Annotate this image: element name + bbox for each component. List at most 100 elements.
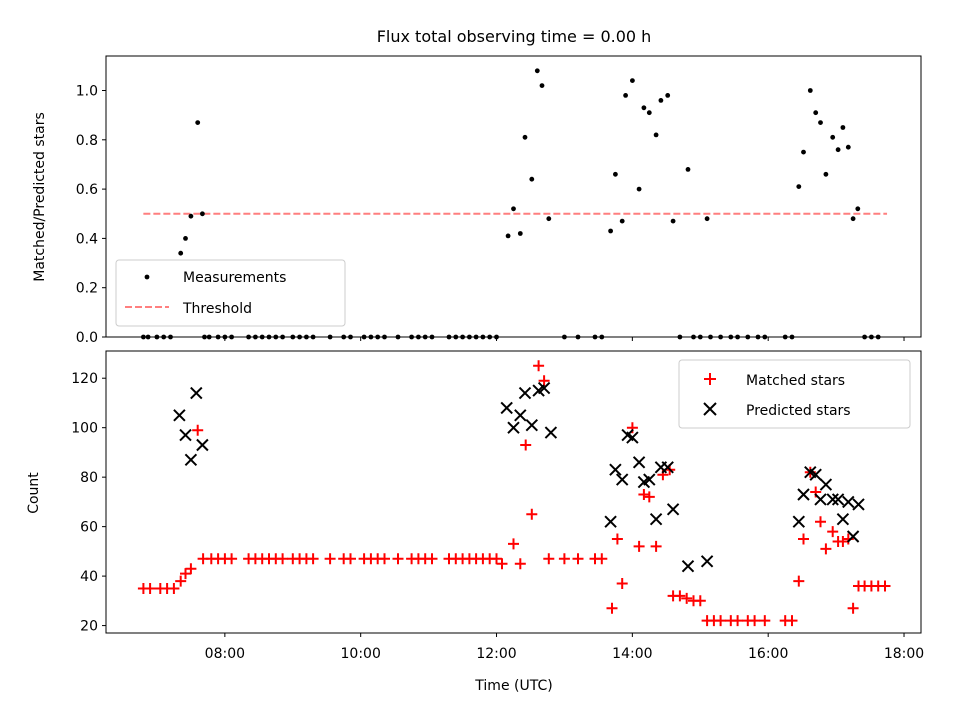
bottom-legend-box <box>678 359 911 429</box>
matched-star-marker <box>786 615 798 627</box>
matched-star-marker <box>392 553 404 565</box>
matched-star-marker <box>572 553 584 565</box>
matched-star-marker <box>175 575 187 587</box>
bottom-x-tick-label: 16:00 <box>748 646 788 662</box>
bottom-legend: Matched stars Predicted stars <box>678 359 911 429</box>
measurement-point <box>539 83 545 88</box>
top-y-tick-label: 0.8 <box>76 133 98 149</box>
predicted-star-marker <box>173 409 186 422</box>
predicted-star-marker <box>514 409 527 422</box>
matched-star-marker <box>180 568 191 580</box>
top-y-tick-label: 0.0 <box>76 330 98 346</box>
matched-star-marker <box>759 615 771 627</box>
predicted-star-marker <box>537 381 551 395</box>
measurement-point <box>195 120 201 125</box>
legend-measurement-marker <box>144 274 150 280</box>
measurement-point <box>818 120 823 125</box>
bottom-x-tick-label: 14:00 <box>612 646 652 662</box>
matched-star-marker <box>827 526 839 538</box>
legend-predicted-marker <box>703 402 717 416</box>
matched-star-marker <box>879 580 891 592</box>
measurement-point <box>529 176 535 182</box>
measurement-point <box>188 213 194 219</box>
measurement-point <box>534 68 540 74</box>
measurement-point <box>511 206 516 212</box>
bottom-y-tick-label: 80 <box>80 470 98 486</box>
matched-star-marker <box>681 592 693 604</box>
predicted-star-marker <box>615 473 629 486</box>
measurement-point <box>608 228 613 234</box>
measurement-point <box>850 216 856 222</box>
matched-star-marker <box>793 575 805 587</box>
matched-star-marker <box>533 360 545 372</box>
measurement-point <box>646 110 652 116</box>
predicted-star-marker <box>544 426 558 439</box>
matched-star-marker <box>514 558 526 570</box>
matched-star-marker <box>277 553 289 565</box>
legend-measurements-label: Measurements <box>183 270 286 286</box>
matched-star-marker <box>674 590 686 602</box>
measurement-point <box>823 171 829 177</box>
predicted-star-marker <box>196 438 209 452</box>
predicted-star-marker <box>525 418 539 432</box>
matched-star-marker <box>820 543 832 555</box>
measurement-point <box>517 231 523 236</box>
matched-star-marker <box>815 516 826 528</box>
predicted-star-marker <box>179 428 192 442</box>
top-legend-box <box>115 259 346 327</box>
predicted-star-marker <box>826 493 839 506</box>
bottom-x-tick-label: 12:00 <box>476 646 516 662</box>
matched-star-marker <box>345 553 356 565</box>
measurement-point <box>830 134 836 140</box>
bottom-panel: 20 40 60 80 100 120 08:00 10:00 12:00 14:00 16:00… <box>26 350 924 694</box>
predicted-star-marker <box>666 503 680 516</box>
predicted-star-marker <box>819 478 833 491</box>
legend-matched-label: Matched stars <box>746 373 845 389</box>
top-y-ticks: 0.0 0.2 0.4 0.6 0.8 1.0 <box>76 84 106 346</box>
matched-star-marker <box>491 553 502 565</box>
predicted-star-marker <box>604 515 617 528</box>
predicted-star-marker <box>661 461 674 474</box>
matched-star-marker <box>837 536 849 547</box>
legend-matched-marker <box>704 373 716 385</box>
matched-star-marker <box>307 553 319 565</box>
measurement-point <box>636 186 642 192</box>
measurement-point <box>522 134 528 140</box>
predicted-star-marker <box>809 468 822 481</box>
matched-star-marker <box>643 491 655 503</box>
measurement-point <box>641 105 647 111</box>
predicted-star-marker <box>507 421 520 434</box>
measurement-point <box>623 93 628 98</box>
matched-star-marker <box>526 508 538 520</box>
top-y-axis-label: Matched/Predicted stars <box>32 112 48 282</box>
matched-star-marker <box>426 553 438 565</box>
matched-star-marker <box>558 553 570 565</box>
predicted-star-marker <box>190 386 203 400</box>
bottom-y-ticks: 20 40 60 80 100 120 <box>71 371 106 635</box>
top-y-tick-label: 0.6 <box>76 182 98 198</box>
predicted-star-marker <box>836 512 850 526</box>
matched-star-marker <box>798 533 809 545</box>
matched-star-marker <box>324 553 336 565</box>
measurement-point <box>796 184 802 190</box>
measurement-point <box>801 149 806 155</box>
top-legend: Measurements Threshold <box>115 259 346 327</box>
bottom-y-tick-label: 60 <box>80 520 98 536</box>
measurement-point <box>704 216 710 222</box>
measurement-point <box>505 233 511 239</box>
matched-star-marker <box>633 540 645 552</box>
matched-star-marker <box>749 615 761 627</box>
measurement-point <box>685 167 691 172</box>
matched-star-marker <box>596 553 608 565</box>
bottom-y-tick-label: 120 <box>71 371 98 387</box>
measurement-point <box>619 218 625 224</box>
top-axes-frame <box>105 55 922 338</box>
matched-star-marker <box>611 533 623 545</box>
measurement-point <box>807 88 813 93</box>
measurement-point <box>613 171 618 177</box>
measurement-point <box>630 78 635 83</box>
legend-predicted-label: Predicted stars <box>746 403 851 419</box>
predicted-star-marker <box>831 493 845 506</box>
predicted-star-marker <box>852 498 865 511</box>
measurement-point <box>200 211 205 217</box>
